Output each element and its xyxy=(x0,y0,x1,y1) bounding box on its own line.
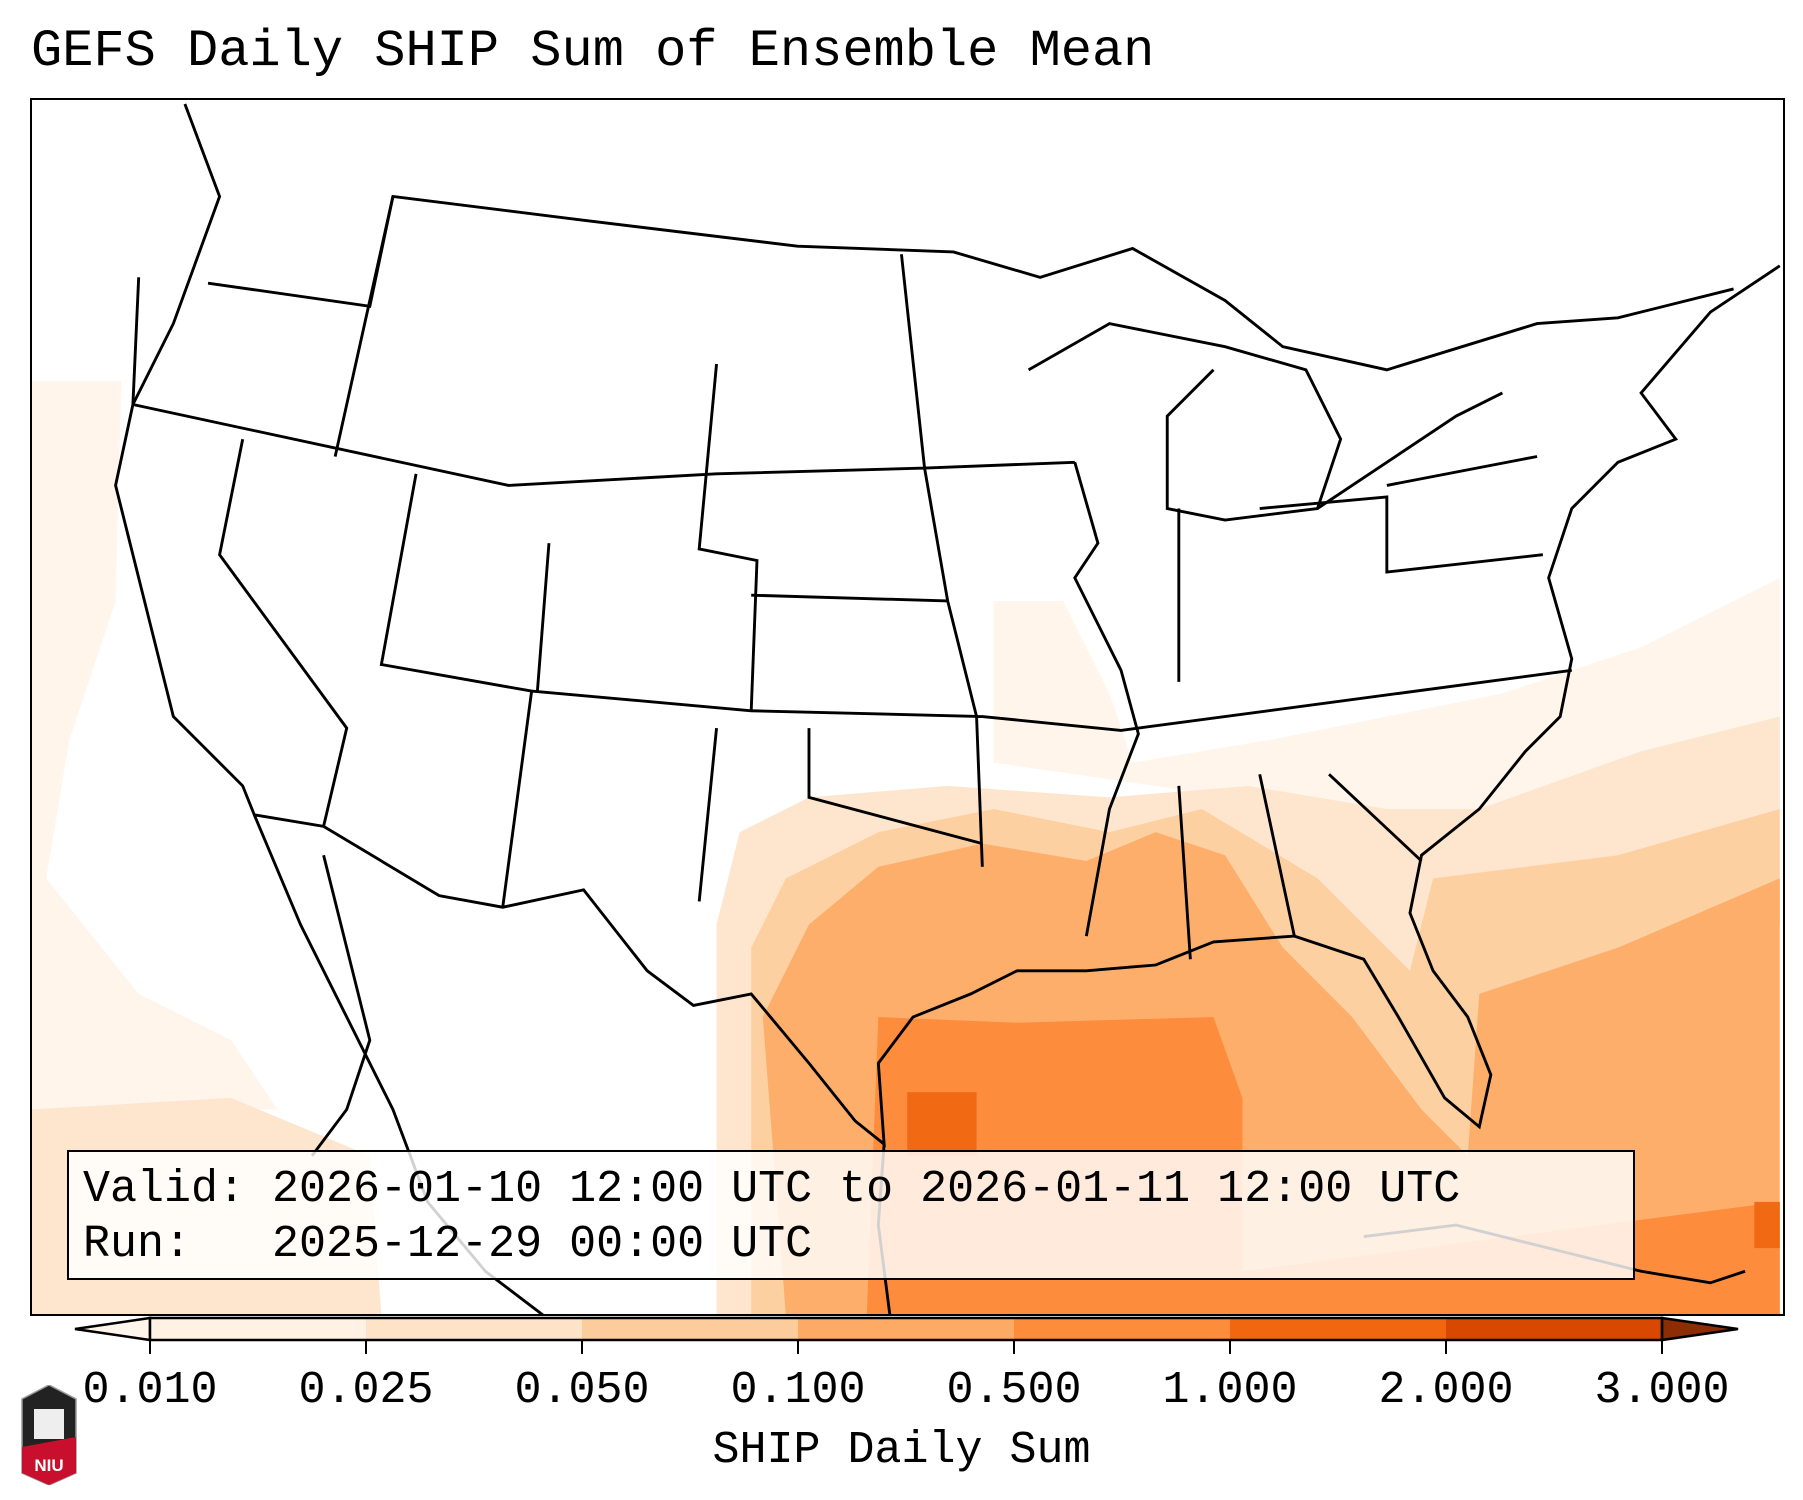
conus-outline xyxy=(114,103,1781,1148)
colorbar-over-arrow xyxy=(1660,1316,1739,1342)
colorbar-tick-label: 0.050 xyxy=(514,1365,650,1416)
colorbar-segment xyxy=(1014,1318,1231,1340)
map-canvas xyxy=(32,103,1781,1314)
shade-level-1-east xyxy=(993,577,1780,833)
valid-run-info-box: Valid: 2026-01-10 12:00 UTC to 2026-01-1… xyxy=(67,1150,1635,1280)
chart-title: GEFS Daily SHIP Sum of Ensemble Mean xyxy=(31,22,1155,81)
great-lakes xyxy=(1027,322,1504,522)
colorbar-tick-label: 3.000 xyxy=(1594,1365,1730,1416)
svg-text:NIU: NIU xyxy=(34,1456,63,1475)
colorbar-tick-label: 0.025 xyxy=(298,1365,434,1416)
colorbar-segment xyxy=(366,1318,583,1340)
colorbar-segment xyxy=(150,1318,367,1340)
valid-time-text: Valid: 2026-01-10 12:00 UTC to 2026-01-1… xyxy=(83,1164,1461,1215)
colorbar xyxy=(74,1316,1739,1354)
coastlines-and-borders xyxy=(114,103,1781,1314)
colorbar-under-arrow xyxy=(74,1316,152,1342)
state-lines xyxy=(132,196,1572,960)
niu-logo: NIU xyxy=(21,1385,77,1485)
colorbar-tick-label: 0.010 xyxy=(82,1365,218,1416)
colorbar-segment xyxy=(582,1318,799,1340)
colorbar-segment xyxy=(798,1318,1015,1340)
colorbar-segment xyxy=(1230,1318,1447,1340)
colorbar-label: SHIP Daily Sum xyxy=(712,1425,1091,1476)
run-time-text: Run: 2025-12-29 00:00 UTC xyxy=(83,1219,813,1270)
colorbar-frame xyxy=(148,1316,1664,1342)
colorbar-tick-label: 0.500 xyxy=(946,1365,1082,1416)
colorbar-tick-label: 1.000 xyxy=(1162,1365,1298,1416)
map-panel xyxy=(30,98,1785,1316)
colorbar-tick-label: 2.000 xyxy=(1378,1365,1514,1416)
shade-level-1 xyxy=(32,381,278,1110)
colorbar-segment xyxy=(1446,1318,1663,1340)
colorbar-tick-label: 0.100 xyxy=(730,1365,866,1416)
canada-border xyxy=(131,194,1734,405)
